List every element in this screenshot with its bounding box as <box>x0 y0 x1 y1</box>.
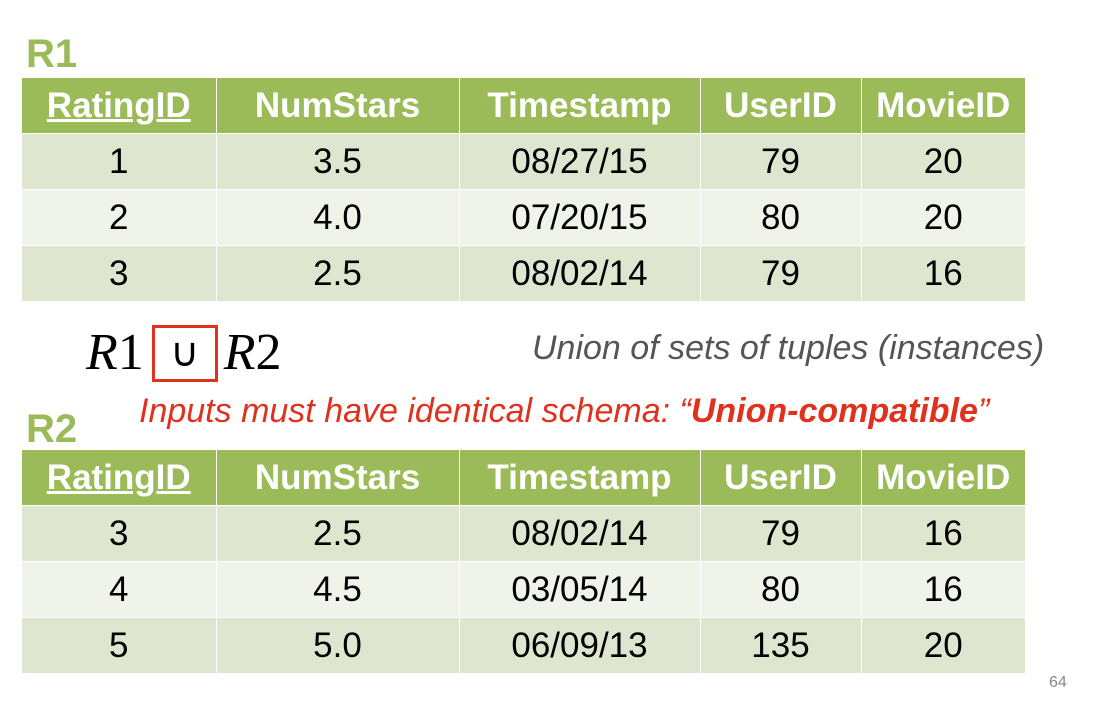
table-cell: 1 <box>22 133 217 190</box>
r2-table: RatingID NumStars Timestamp UserID Movie… <box>22 450 1025 673</box>
r1-header-movieid: MovieID <box>860 78 1025 134</box>
table-cell: 07/20/15 <box>458 189 701 246</box>
compat-note-emphasis: Union-compatible <box>690 392 978 430</box>
union-compatibility-note: Inputs must have identical schema: “Unio… <box>139 392 989 431</box>
table-row: 3 2.5 08/02/14 79 16 <box>22 245 1025 301</box>
expression-right-num: 2 <box>255 324 282 381</box>
slide-page-number: 64 <box>1049 674 1067 691</box>
table-cell: 135 <box>699 617 862 673</box>
table-row: 2 4.0 07/20/15 80 20 <box>22 189 1025 246</box>
table-cell: 20 <box>860 189 1025 246</box>
table-cell: 16 <box>860 505 1025 562</box>
table-cell: 2.5 <box>215 245 460 301</box>
compat-note-suffix: ” <box>977 392 990 430</box>
r1-header-numstars: NumStars <box>215 78 460 134</box>
table-cell: 5 <box>22 617 217 673</box>
table-cell: 06/09/13 <box>458 617 701 673</box>
r1-header-timestamp: Timestamp <box>458 78 701 134</box>
table-cell: 4.5 <box>215 561 460 618</box>
expression-right-name: R <box>223 324 256 381</box>
union-description: Union of sets of tuples (instances) <box>532 329 1045 367</box>
table-cell: 3 <box>22 505 217 562</box>
expression-left-num: 1 <box>117 324 144 381</box>
table-cell: 4.0 <box>215 189 460 246</box>
union-operator-highlight: ∪ <box>151 324 218 382</box>
table-cell: 79 <box>699 505 862 562</box>
table-cell: 2.5 <box>215 505 460 562</box>
table-row: 4 4.5 03/05/14 80 16 <box>22 561 1025 618</box>
table-cell: 08/02/14 <box>458 245 701 301</box>
r2-header-movieid: MovieID <box>860 450 1025 506</box>
table-row: 1 3.5 08/27/15 79 20 <box>22 133 1025 190</box>
table-cell: 4 <box>22 561 217 618</box>
union-operator-symbol: ∪ <box>170 330 200 376</box>
table-cell: 2 <box>22 189 217 246</box>
table-cell: 08/27/15 <box>458 133 701 190</box>
table-cell: 20 <box>860 133 1025 190</box>
compat-note-prefix: Inputs must have identical schema: “ <box>139 392 691 430</box>
table-cell: 5.0 <box>215 617 460 673</box>
r2-header-row: RatingID NumStars Timestamp UserID Movie… <box>22 450 1025 506</box>
expression-left-name: R <box>86 324 118 381</box>
r1-header-ratingid: RatingID <box>22 78 217 134</box>
table-cell: 3.5 <box>215 133 460 190</box>
table-row: 5 5.0 06/09/13 135 20 <box>22 617 1025 673</box>
r2-header-numstars: NumStars <box>215 450 460 506</box>
r1-table: RatingID NumStars Timestamp UserID Movie… <box>22 78 1025 301</box>
r2-label: R2 <box>26 407 78 451</box>
table-row: 3 2.5 08/02/14 79 16 <box>22 505 1025 562</box>
table-cell: 08/02/14 <box>458 505 701 562</box>
table-cell: 03/05/14 <box>458 561 701 618</box>
table-cell: 20 <box>860 617 1025 673</box>
r2-header-timestamp: Timestamp <box>458 450 701 506</box>
table-cell: 79 <box>699 245 862 301</box>
r1-label: R1 <box>26 32 78 76</box>
table-cell: 80 <box>699 561 862 618</box>
table-cell: 16 <box>860 245 1025 301</box>
table-cell: 79 <box>699 133 862 190</box>
table-cell: 80 <box>699 189 862 246</box>
r2-header-userid: UserID <box>699 450 862 506</box>
r2-header-ratingid: RatingID <box>22 450 217 506</box>
r1-header-userid: UserID <box>699 78 862 134</box>
table-cell: 16 <box>860 561 1025 618</box>
r1-header-row: RatingID NumStars Timestamp UserID Movie… <box>22 78 1025 134</box>
table-cell: 3 <box>22 245 217 301</box>
